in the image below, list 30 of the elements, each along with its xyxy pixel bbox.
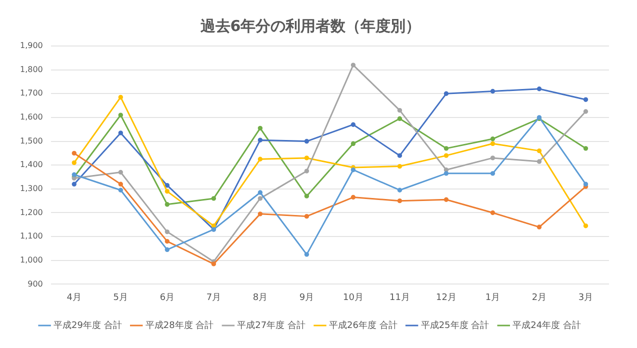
x-tick-label: 9月 (299, 292, 314, 303)
x-tick-label: 6月 (160, 292, 175, 303)
legend-label: 平成29年度 合計 (54, 320, 122, 331)
y-tick-label: 1,300 (20, 184, 43, 193)
legend-label: 平成28年度 合計 (145, 320, 214, 331)
x-tick-label: 5月 (113, 292, 128, 303)
x-tick-label: 8月 (252, 292, 268, 303)
x-tick-label: 4月 (66, 292, 82, 303)
y-tick-label: 1,400 (20, 160, 43, 170)
y-tick-label: 1,500 (20, 136, 43, 146)
y-tick-label: 1,600 (20, 112, 43, 122)
y-tick-label: 1,800 (20, 64, 43, 74)
chart-title: 過去6年分の利用者数（年度別） (199, 16, 421, 35)
legend-label: 平成24年度 合計 (512, 320, 581, 331)
y-tick-label: 1,100 (20, 232, 43, 241)
x-tick-label: 3月 (578, 292, 594, 303)
x-tick-label: 12月 (436, 292, 456, 303)
legend-label: 平成27年度 合計 (237, 320, 306, 331)
y-tick-label: 1,900 (20, 41, 43, 50)
x-tick-label: 7月 (206, 292, 222, 303)
y-tick-label: 1,000 (20, 255, 43, 264)
x-tick-label: 1月 (485, 292, 500, 303)
x-tick-label: 11月 (389, 292, 410, 303)
y-tick-label: 1,200 (20, 208, 43, 217)
y-tick-label: 1,700 (20, 88, 43, 98)
legend-label: 平成25年度 合計 (420, 320, 490, 331)
x-tick-label: 2月 (532, 292, 547, 303)
y-tick-label: 900 (28, 279, 43, 288)
legend-label: 平成26年度 合計 (329, 320, 398, 331)
x-tick-label: 10月 (342, 292, 364, 303)
